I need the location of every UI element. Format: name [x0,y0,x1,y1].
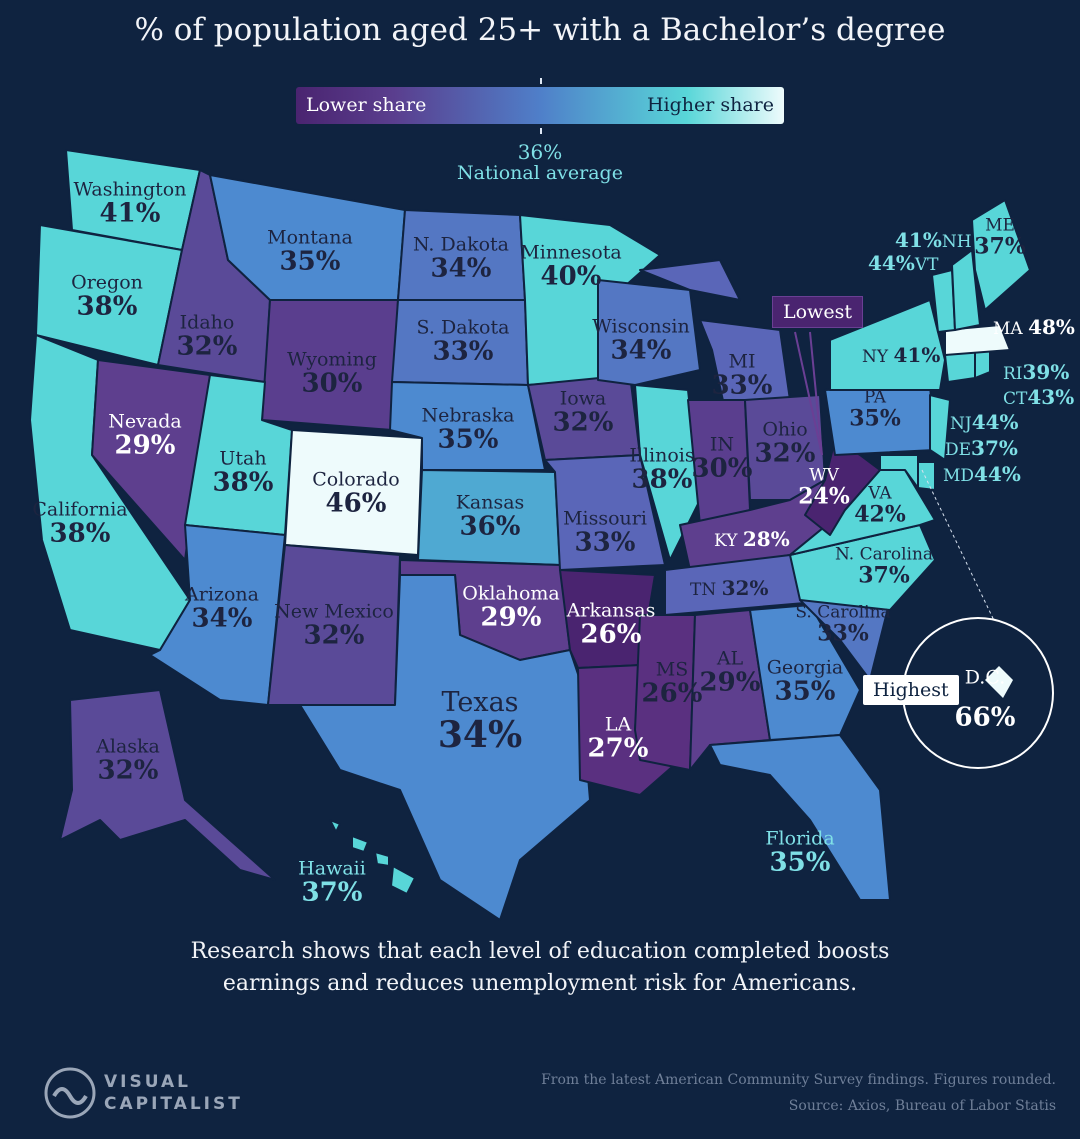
label-ca: California 38% [32,498,128,549]
state-ga [749,604,861,741]
label-ar: Arkansas 26% [566,599,656,650]
label-id: Idaho 32% [176,311,238,362]
state-md [879,454,919,489]
dc-shape [985,666,1013,698]
label-nd: N. Dakota 34% [413,233,509,284]
label-wy: Wyoming 30% [287,348,377,399]
label-ia: Iowa 32% [552,387,614,438]
state-hi [329,819,416,895]
label-va: VA 42% [854,483,906,528]
label-de: DE37% [945,436,1018,460]
footer-description: Research shows that each level of educat… [0,936,1080,1000]
label-co: Colorado 46% [312,468,400,519]
label-la: LA 27% [587,713,649,764]
label-ut: Utah 38% [212,447,274,498]
label-in: IN 30% [691,433,753,484]
label-oh: Ohio 32% [754,418,816,469]
highest-callout: Highest [863,675,959,705]
color-scale-legend: Lower share Higher share [296,87,784,124]
label-wi: Wisconsin 34% [592,315,690,366]
label-mi: MI 33% [711,350,773,401]
visual-capitalist-logo: VISUAL CAPITALIST [40,1066,260,1120]
national-average-value: 36% [517,140,563,164]
label-mo: Missouri 33% [563,507,647,558]
label-ak: Alaska 32% [96,735,160,786]
label-nh: 41%NH [895,228,972,252]
state-me [971,199,1031,311]
label-md: MD44% [943,462,1021,486]
state-de [917,461,936,491]
state-ny [829,299,946,391]
label-az: Arizona 34% [185,583,259,634]
label-sc: S. Carolina 33% [795,602,891,647]
label-ct: CT43% [1003,385,1075,409]
label-wa: Washington 41% [73,178,187,229]
label-nm: New Mexico 32% [274,600,394,651]
label-ga: Georgia 35% [766,656,844,707]
label-tx: Texas 34% [437,686,523,757]
footer-source: Source: Axios, Bureau of Labor Statis [788,1098,1056,1114]
label-dc: D.C. 66% [954,666,1016,733]
legend-low-label: Lower share [306,94,427,116]
legend-high-label: Higher share [646,94,774,116]
footer-line-1: Research shows that each level of educat… [190,939,890,964]
lowest-callout: Lowest [772,296,863,328]
state-wi [597,279,701,386]
label-wv: WV 24% [798,465,850,510]
footer-note: From the latest American Community Surve… [541,1072,1056,1088]
state-mo [544,454,666,571]
label-sd: S. Dakota 33% [416,316,510,367]
label-me: ME 37% [974,215,1026,260]
state-ri [974,349,991,379]
label-nv: Nevada 29% [108,410,182,461]
label-pa: PA 35% [849,387,901,432]
brand-line-1: VISUAL [104,1072,191,1092]
label-mt: Montana 35% [267,226,353,277]
label-ri: RI39% [1003,360,1070,384]
label-ok: Oklahoma 29% [462,582,560,633]
footer-line-2: earnings and reduces unemployment risk f… [222,970,858,996]
label-tn: TN 32% [690,576,769,600]
state-nj [929,394,951,461]
state-ak [59,689,276,881]
label-nj: NJ44% [950,410,1019,434]
national-average-label: National average [457,162,623,184]
brand-line-2: CAPITALIST [104,1094,243,1114]
logo-mark-icon [44,1067,96,1119]
label-ky: KY 28% [714,527,790,551]
state-tx [299,574,591,921]
label-ms: MS 26% [641,658,703,709]
label-ny: NY 41% [862,343,941,367]
state-nv [91,359,211,561]
label-nc: N. Carolina 37% [834,544,934,589]
label-mn: Minnesota 40% [520,241,622,292]
label-fl: Florida 35% [765,827,835,878]
state-fl [709,734,891,901]
label-il: Illinois 38% [629,444,695,495]
state-ma [944,324,1011,356]
state-ms [634,614,696,771]
label-or: Oregon 38% [71,271,143,322]
state-nh [951,249,981,331]
label-vt: 44%VT [868,251,939,275]
label-ne: Nebraska 35% [421,404,515,455]
label-ma: MA 48% [993,315,1075,339]
label-hi: Hawaii 37% [298,857,366,908]
map-title: % of population aged 25+ with a Bachelor… [134,12,946,48]
label-al: AL 29% [699,647,761,698]
label-ks: Kansas 36% [455,491,525,542]
